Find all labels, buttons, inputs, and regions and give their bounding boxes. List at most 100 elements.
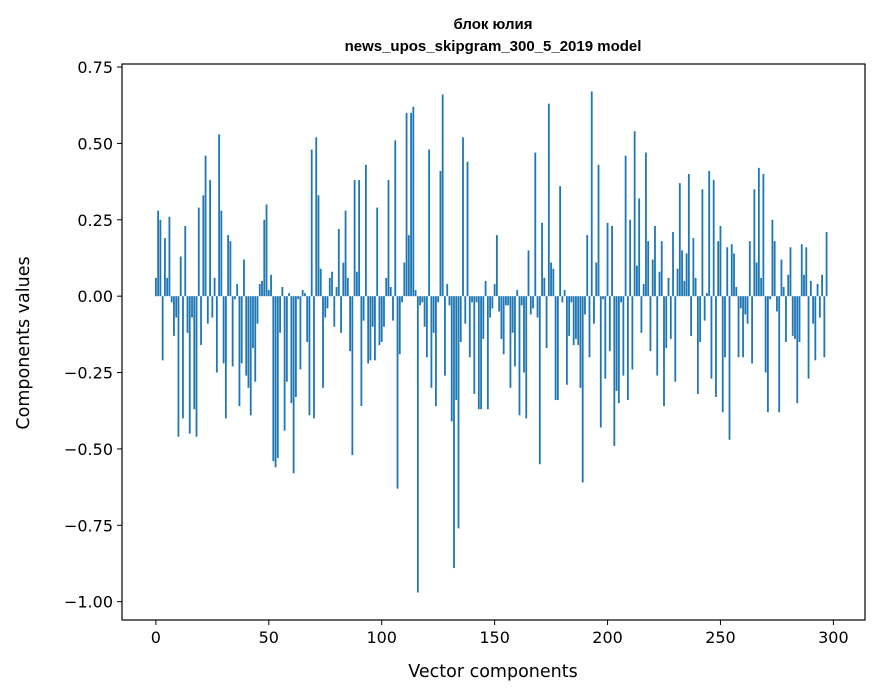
- bar: [825, 232, 828, 297]
- bar: [654, 225, 656, 297]
- x-tick-label: 150: [479, 628, 510, 647]
- bar: [728, 296, 731, 440]
- bar: [737, 296, 740, 358]
- bar: [444, 296, 446, 376]
- bar: [416, 296, 419, 593]
- bar: [213, 277, 216, 297]
- bar: [651, 259, 654, 297]
- bar: [821, 274, 823, 297]
- bar: [453, 296, 455, 569]
- chart-title: блок юлия: [454, 16, 533, 33]
- bar: [823, 296, 826, 358]
- bar: [807, 296, 810, 379]
- x-tick-label: 50: [259, 628, 279, 647]
- bar: [484, 280, 487, 297]
- bar: [809, 280, 812, 297]
- bar: [785, 296, 787, 342]
- bar: [636, 265, 638, 297]
- bar: [547, 103, 550, 297]
- bar: [333, 296, 336, 327]
- bar: [789, 247, 792, 297]
- bar: [730, 244, 733, 297]
- bar: [507, 296, 510, 306]
- bar: [773, 241, 776, 297]
- bar: [243, 259, 245, 297]
- bar: [342, 262, 345, 297]
- chart-subtitle: news_upos_skipgram_300_5_2019 model: [345, 38, 642, 55]
- bar: [240, 296, 243, 364]
- bar: [362, 296, 365, 321]
- bar: [430, 296, 433, 388]
- bar: [814, 296, 817, 361]
- bar: [369, 296, 372, 361]
- x-tick-label: 200: [592, 628, 623, 647]
- bar: [672, 232, 674, 297]
- bar: [211, 296, 214, 318]
- bar: [805, 247, 808, 297]
- bar: [281, 287, 284, 297]
- bar: [439, 170, 442, 297]
- bar: [746, 296, 749, 324]
- y-tick-label: −0.25: [64, 364, 113, 383]
- y-tick-label: 0.50: [77, 134, 113, 153]
- bar: [328, 277, 331, 297]
- bar: [624, 155, 627, 297]
- bar: [482, 296, 485, 339]
- bar: [477, 296, 480, 410]
- bar: [760, 277, 763, 297]
- bar: [435, 296, 437, 407]
- bar: [200, 296, 202, 346]
- bar: [703, 296, 706, 321]
- bar: [285, 296, 288, 382]
- bar: [376, 207, 379, 297]
- bar: [556, 296, 559, 401]
- bar: [344, 210, 347, 297]
- bar-series: [154, 91, 828, 593]
- bar: [394, 140, 397, 297]
- bar: [511, 296, 514, 333]
- bar: [794, 296, 796, 339]
- bar: [392, 296, 394, 321]
- x-tick-label: 300: [818, 628, 849, 647]
- bar: [685, 253, 688, 297]
- bar: [617, 296, 620, 404]
- bar: [193, 296, 196, 410]
- bar: [493, 283, 496, 297]
- bar: [550, 262, 552, 297]
- bar: [466, 161, 469, 297]
- bar: [516, 290, 519, 297]
- bar: [757, 167, 760, 297]
- bar: [227, 235, 230, 297]
- bar: [545, 296, 548, 349]
- bar: [538, 296, 541, 465]
- x-axis: 0 50 100 150 200 250 300: [151, 620, 849, 647]
- bar: [692, 238, 695, 297]
- bar: [401, 296, 403, 303]
- bar: [374, 296, 376, 361]
- bar: [812, 296, 814, 324]
- bar: [437, 296, 440, 303]
- bar: [694, 277, 697, 297]
- bar: [678, 183, 681, 297]
- bar: [459, 296, 462, 342]
- bar: [331, 271, 333, 297]
- bar: [748, 241, 751, 297]
- bar: [313, 296, 315, 419]
- bar: [335, 287, 338, 297]
- bar: [220, 210, 223, 297]
- bar: [565, 296, 568, 385]
- bar: [518, 296, 521, 416]
- plot-frame: [121, 63, 866, 621]
- bar: [290, 296, 293, 404]
- bar: [407, 235, 410, 297]
- bar: [419, 296, 422, 306]
- y-tick-label: −0.75: [64, 516, 113, 535]
- bar: [448, 296, 451, 306]
- bar: [423, 296, 426, 327]
- bar: [753, 189, 756, 297]
- bar: [724, 296, 726, 358]
- bar: [351, 296, 354, 456]
- bar: [523, 296, 525, 373]
- bar: [186, 296, 189, 333]
- bar: [261, 280, 263, 297]
